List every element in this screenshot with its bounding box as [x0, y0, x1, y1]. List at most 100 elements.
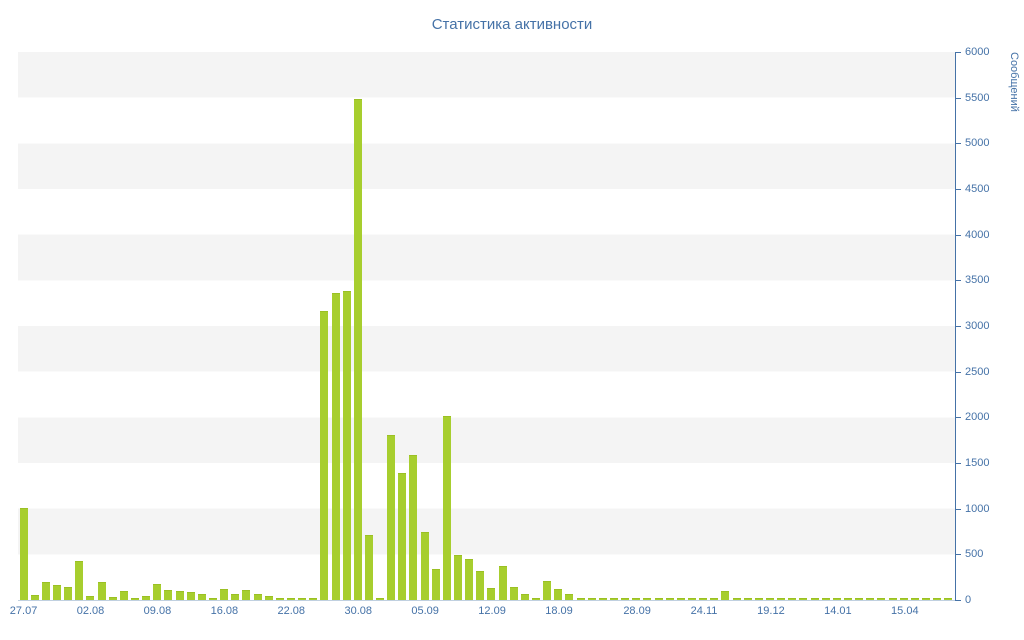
- bar[interactable]: [598, 597, 607, 600]
- bar[interactable]: [454, 555, 463, 600]
- bar[interactable]: [788, 597, 797, 600]
- y-tick-mark: [956, 143, 961, 145]
- bar[interactable]: [721, 590, 730, 600]
- bar[interactable]: [910, 597, 919, 600]
- bar[interactable]: [554, 588, 563, 600]
- bar[interactable]: [52, 585, 61, 600]
- bar[interactable]: [108, 596, 117, 600]
- x-tick-label: 28.09: [623, 605, 651, 617]
- bar[interactable]: [654, 597, 663, 600]
- bar[interactable]: [587, 597, 596, 600]
- y-tick-mark: [956, 554, 961, 556]
- bar[interactable]: [264, 596, 273, 600]
- bar[interactable]: [610, 597, 619, 600]
- bar[interactable]: [409, 454, 418, 600]
- y-tick-label: 2500: [965, 365, 990, 378]
- bar[interactable]: [765, 597, 774, 600]
- bar[interactable]: [832, 597, 841, 600]
- bar[interactable]: [632, 597, 641, 600]
- bar[interactable]: [275, 597, 284, 600]
- bar[interactable]: [821, 597, 830, 600]
- bar[interactable]: [97, 581, 106, 600]
- bar[interactable]: [888, 597, 897, 600]
- bar[interactable]: [75, 560, 84, 600]
- bar[interactable]: [465, 558, 474, 600]
- bar[interactable]: [387, 434, 396, 600]
- bar[interactable]: [41, 581, 50, 600]
- y-tick-mark: [956, 189, 961, 190]
- bar[interactable]: [342, 291, 351, 600]
- bar[interactable]: [487, 588, 496, 600]
- bar[interactable]: [208, 597, 217, 600]
- bar[interactable]: [576, 597, 585, 600]
- bar[interactable]: [676, 597, 685, 600]
- bar[interactable]: [130, 597, 139, 600]
- x-tick-label: 18.09: [545, 605, 573, 617]
- bar[interactable]: [777, 597, 786, 600]
- x-tick-label: 16.08: [210, 605, 239, 617]
- bar[interactable]: [498, 566, 507, 600]
- bar[interactable]: [64, 587, 73, 600]
- bar[interactable]: [476, 570, 485, 600]
- bar[interactable]: [186, 591, 195, 600]
- bar[interactable]: [665, 597, 674, 600]
- bar[interactable]: [197, 593, 206, 600]
- bar[interactable]: [442, 416, 451, 600]
- bar[interactable]: [732, 597, 741, 600]
- y-tick-label: 1500: [965, 457, 990, 469]
- y-tick-mark: [956, 52, 961, 53]
- bar[interactable]: [532, 597, 541, 600]
- bar[interactable]: [810, 597, 819, 600]
- bar[interactable]: [799, 597, 808, 600]
- bar[interactable]: [520, 593, 529, 600]
- bar[interactable]: [431, 568, 440, 600]
- bar[interactable]: [866, 597, 875, 600]
- bar[interactable]: [231, 594, 240, 600]
- bar[interactable]: [175, 590, 184, 600]
- bar[interactable]: [543, 580, 552, 600]
- bar[interactable]: [298, 597, 307, 600]
- bar[interactable]: [153, 584, 162, 600]
- bar[interactable]: [376, 597, 385, 600]
- bar[interactable]: [30, 595, 39, 600]
- y-tick-mark: [956, 97, 961, 99]
- bar[interactable]: [699, 597, 708, 600]
- bar[interactable]: [565, 594, 574, 600]
- bar[interactable]: [19, 507, 28, 600]
- bar[interactable]: [743, 597, 752, 600]
- bar[interactable]: [164, 589, 173, 600]
- bar[interactable]: [286, 597, 295, 600]
- bar[interactable]: [944, 597, 953, 600]
- bar[interactable]: [509, 587, 518, 600]
- bar[interactable]: [309, 597, 318, 600]
- bar[interactable]: [621, 597, 630, 600]
- bar[interactable]: [364, 535, 373, 600]
- bar[interactable]: [899, 597, 908, 600]
- y-tick-label: 2000: [965, 411, 990, 424]
- bar[interactable]: [420, 532, 429, 600]
- bar[interactable]: [220, 588, 229, 600]
- bar[interactable]: [119, 590, 128, 600]
- bar[interactable]: [331, 293, 340, 600]
- y-tick-mark: [956, 508, 961, 510]
- bar[interactable]: [142, 596, 151, 600]
- y-tick-label: 3500: [965, 274, 990, 287]
- bar[interactable]: [877, 597, 886, 600]
- bar[interactable]: [855, 597, 864, 600]
- bar[interactable]: [921, 597, 930, 600]
- bar[interactable]: [688, 597, 696, 600]
- bar[interactable]: [253, 593, 262, 600]
- bar[interactable]: [320, 311, 329, 600]
- x-tick-label: 05.09: [411, 605, 439, 617]
- bar[interactable]: [843, 597, 852, 600]
- bar[interactable]: [754, 597, 763, 600]
- bar[interactable]: [86, 596, 95, 600]
- bar[interactable]: [933, 597, 942, 600]
- bar[interactable]: [242, 589, 251, 600]
- bar[interactable]: [398, 472, 407, 600]
- bar[interactable]: [643, 597, 652, 600]
- bar[interactable]: [353, 98, 362, 600]
- y-tick-label: 4500: [965, 183, 990, 195]
- bar[interactable]: [710, 597, 719, 600]
